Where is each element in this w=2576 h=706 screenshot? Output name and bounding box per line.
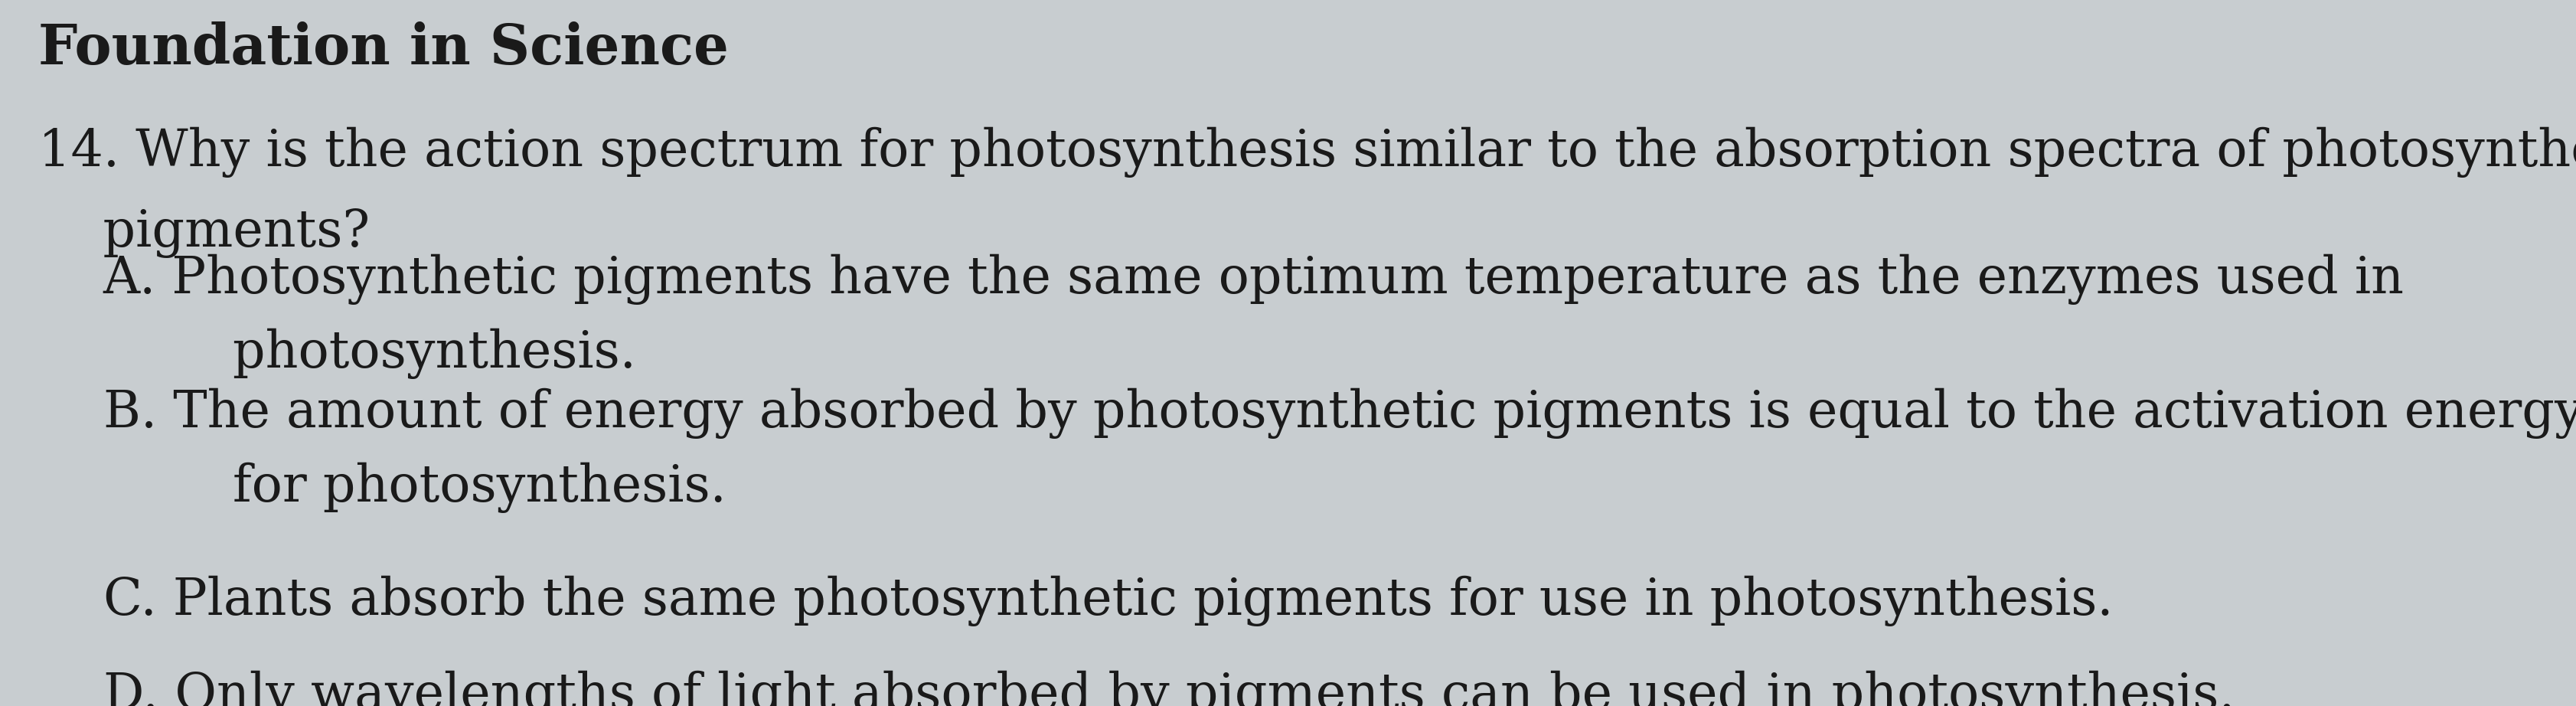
- Text: C. Plants absorb the same photosynthetic pigments for use in photosynthesis.: C. Plants absorb the same photosynthetic…: [103, 575, 2112, 626]
- Text: D. Only wavelengths of light absorbed by pigments can be used in photosynthesis.: D. Only wavelengths of light absorbed by…: [103, 671, 2233, 706]
- Text: photosynthesis.: photosynthesis.: [103, 328, 636, 379]
- Text: Foundation in Science: Foundation in Science: [39, 21, 729, 76]
- Text: B. The amount of energy absorbed by photosynthetic pigments is equal to the acti: B. The amount of energy absorbed by phot…: [103, 388, 2576, 439]
- Text: A. Photosynthetic pigments have the same optimum temperature as the enzymes used: A. Photosynthetic pigments have the same…: [103, 254, 2403, 305]
- Text: 14. Why is the action spectrum for photosynthesis similar to the absorption spec: 14. Why is the action spectrum for photo…: [39, 127, 2576, 178]
- Text: pigments?: pigments?: [39, 208, 371, 258]
- Text: for photosynthesis.: for photosynthesis.: [103, 462, 726, 513]
